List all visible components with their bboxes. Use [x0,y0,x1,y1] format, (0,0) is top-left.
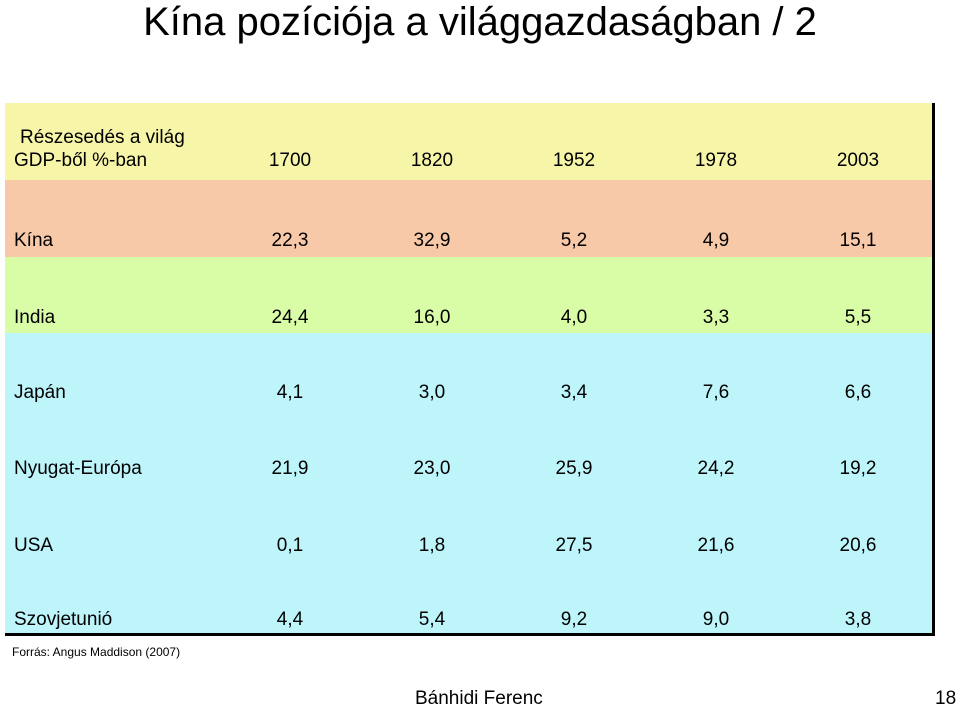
row-label: Nyugat-Európa [14,458,142,479]
cell-value: 3,8 [844,609,872,630]
table-row: Szovjetunió 4,4 5,4 9,2 9,0 3,8 [5,563,932,633]
cell-value: 5,5 [844,307,872,328]
year-header: 1820 [410,150,454,171]
cell-value: 5,4 [418,609,446,630]
cell-value: 4,1 [276,382,304,403]
cell-value: 4,4 [276,609,304,630]
header-label-line1: Részesedés a világ [20,127,185,148]
cell-value: 9,0 [702,609,730,630]
cell-value: 23,0 [413,458,451,479]
year-header: 1952 [552,150,596,171]
row-label: Japán [14,382,66,403]
row-label: Kína [14,230,54,251]
row-label: Szovjetunió [14,609,113,630]
cell-value: 0,1 [276,535,304,556]
cell-value: 15,1 [839,230,877,251]
cell-value: 24,4 [271,307,309,328]
cell-value: 22,3 [271,230,309,251]
footer-author: Bánhidi Ferenc [415,688,543,709]
source-note: Forrás: Angus Maddison (2007) [12,645,181,659]
table-header-row: Részesedés a világ GDP-ből %-ban 1700 18… [5,103,932,180]
cell-value: 9,2 [560,609,588,630]
cell-value: 16,0 [413,307,451,328]
cell-value: 27,5 [555,535,593,556]
cell-value: 21,6 [697,535,735,556]
table-body-cyan [5,333,932,633]
table-row: Kína 22,3 32,9 5,2 4,9 15,1 [5,180,932,257]
cell-value: 3,4 [560,382,588,403]
header-label-line2: GDP-ből %-ban [14,150,148,171]
page-number: 18 [935,688,957,709]
table-row: India 24,4 16,0 4,0 3,3 5,5 [5,257,932,333]
cell-value: 19,2 [839,458,877,479]
cell-value: 4,9 [702,230,730,251]
table-row: USA 0,1 1,8 27,5 21,6 20,6 [5,486,932,563]
year-header: 1978 [694,150,738,171]
cell-value: 3,0 [418,382,446,403]
cell-value: 7,6 [702,382,730,403]
year-header: 2003 [836,150,880,171]
gdp-share-table: Részesedés a világ GDP-ből %-ban 1700 18… [5,103,935,636]
row-label: USA [14,535,54,556]
cell-value: 24,2 [697,458,735,479]
page-title: Kína pozíciója a világgazdaságban / 2 [143,0,817,44]
cell-value: 25,9 [555,458,593,479]
cell-value: 6,6 [844,382,872,403]
year-header: 1700 [268,150,312,171]
cell-value: 4,0 [560,307,588,328]
cell-value: 32,9 [413,230,451,251]
cell-value: 20,6 [839,535,877,556]
cell-value: 1,8 [418,535,446,556]
table-row: Japán 4,1 3,0 3,4 7,6 6,6 [5,333,932,409]
cell-value: 5,2 [560,230,588,251]
row-label: India [14,307,56,328]
table-row: Nyugat-Európa 21,9 23,0 25,9 24,2 19,2 [5,409,932,486]
cell-value: 21,9 [271,458,309,479]
cell-value: 3,3 [702,307,730,328]
